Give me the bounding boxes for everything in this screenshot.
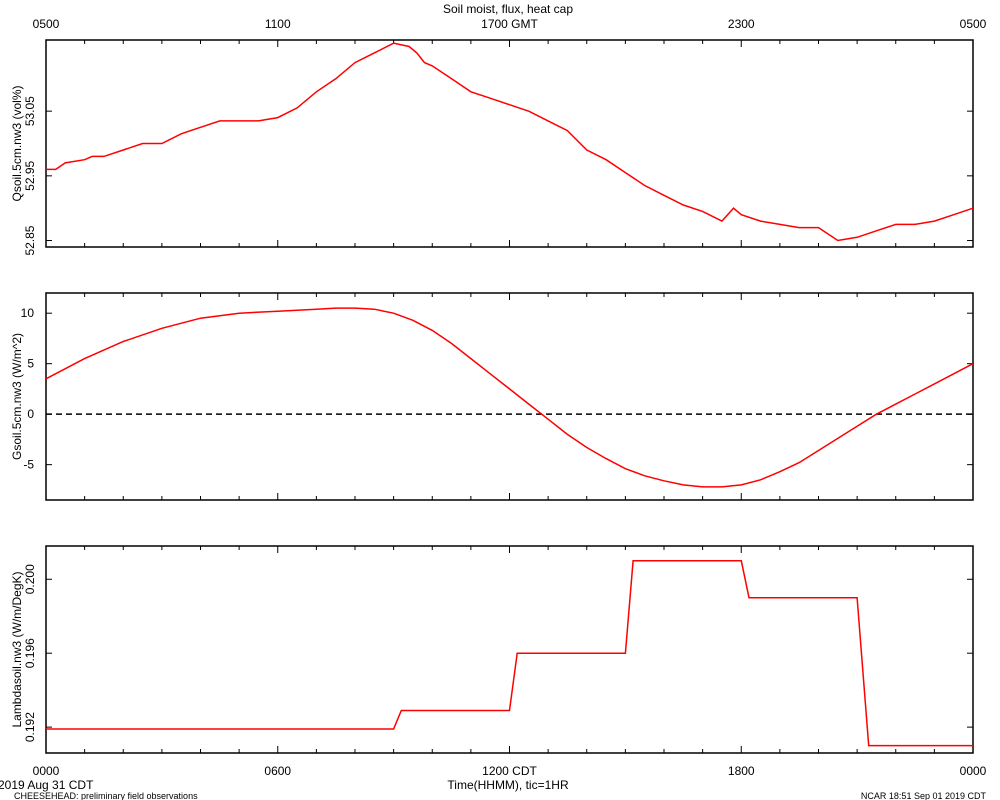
footer-left: CHEESEHEAD: preliminary field observatio… bbox=[14, 791, 198, 800]
date-label: 2019 Aug 31 CDT bbox=[0, 778, 94, 792]
top-tick-label: 0500 bbox=[33, 17, 60, 31]
y-tick-label: 52.95 bbox=[23, 161, 37, 191]
bottom-axis-labels: 0000 0600 1200 CDT 1800 0000 bbox=[33, 764, 987, 778]
top-tick-label: 1700 GMT bbox=[481, 17, 538, 31]
bottom-tick-label: 0000 bbox=[33, 764, 60, 778]
plot-frame bbox=[45, 545, 974, 754]
bottom-tick-label: 0000 bbox=[960, 764, 987, 778]
y-tick-label: 10 bbox=[21, 306, 35, 320]
bottom-tick-label: 1800 bbox=[728, 764, 755, 778]
top-axis-labels: 0500 1100 1700 GMT 2300 0500 bbox=[33, 17, 987, 31]
plot-frame bbox=[45, 39, 974, 248]
bottom-tick-label: 0600 bbox=[264, 764, 291, 778]
y-tick-label: 0 bbox=[27, 407, 34, 421]
chart-title: Soil moist, flux, heat cap bbox=[443, 2, 573, 16]
series-line bbox=[45, 307, 974, 488]
y-tick-label: -5 bbox=[23, 458, 34, 472]
top-tick-label: 1100 bbox=[265, 17, 291, 31]
y-tick-label: 53.05 bbox=[23, 96, 37, 126]
series-line bbox=[46, 560, 973, 747]
y-tick-label: 5 bbox=[27, 357, 34, 371]
y-tick-label: 0.196 bbox=[23, 638, 37, 668]
y-axis-label: Gsoil.5cm.nw3 (W/m^2) bbox=[10, 333, 24, 460]
y-tick-label: 52.85 bbox=[23, 225, 37, 255]
plot-frame bbox=[45, 292, 974, 501]
x-axis-label: Time(HHMM), tic=1HR bbox=[447, 778, 569, 792]
y-axis-label: Qsoil.5cm.nw3 (vol%) bbox=[10, 85, 24, 201]
top-tick-label: 0500 bbox=[960, 17, 987, 31]
y-tick-label: 0.192 bbox=[23, 712, 37, 742]
panel-2: -5 0 5 10 Gsoil.5cm.nw3 (W/m^2) bbox=[10, 292, 974, 501]
footer-right: NCAR 18:51 Sep 01 2019 CDT bbox=[861, 791, 987, 800]
top-tick-label: 2300 bbox=[728, 17, 755, 31]
bottom-tick-label: 1200 CDT bbox=[482, 764, 537, 778]
y-tick-label: 0.200 bbox=[23, 564, 37, 594]
series-line bbox=[46, 42, 974, 242]
y-axis-label: Lambdasoil.nw3 (W/m/DegK) bbox=[10, 571, 24, 727]
